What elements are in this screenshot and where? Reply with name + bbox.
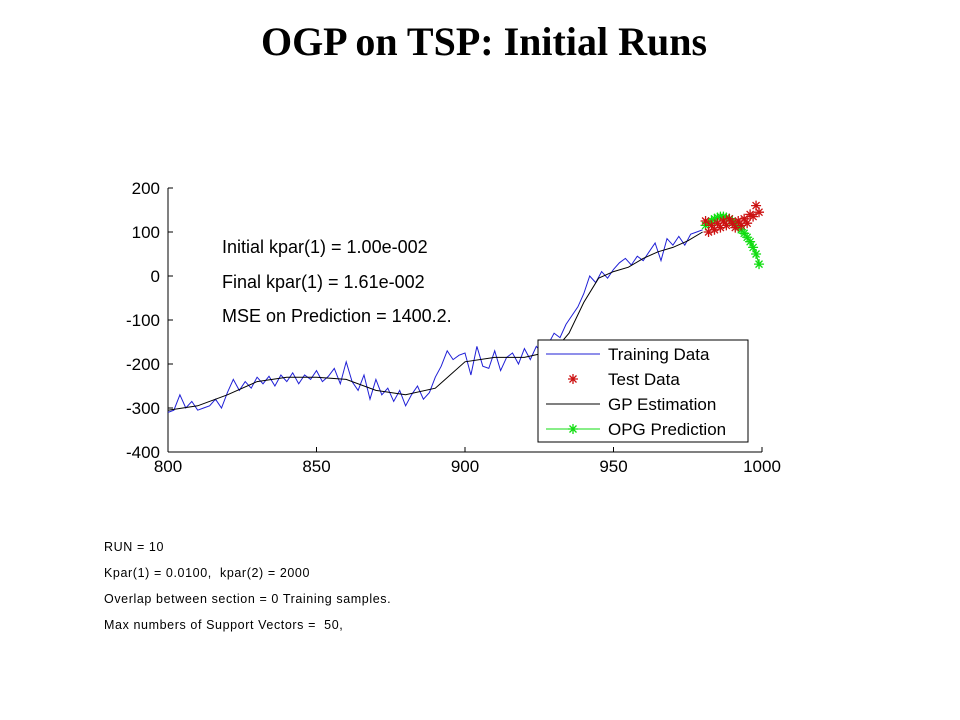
test-data-point: [724, 213, 735, 224]
test-data-point: [739, 213, 750, 224]
test-data-point: [718, 216, 729, 226]
opg-prediction-point: [745, 236, 756, 247]
y-tick-label: -100: [126, 311, 160, 330]
opg-prediction-point: [742, 232, 753, 243]
x-tick-label: 950: [599, 457, 627, 476]
legend-marker-opg-prediction: [568, 424, 578, 434]
note-overlap: Overlap between section = 0 Training sam…: [104, 592, 392, 606]
training-data-line: [167, 229, 703, 413]
legend-label-opg-prediction: OPG Prediction: [608, 420, 726, 439]
series-training-data: [167, 229, 703, 413]
y-tick-label: -200: [126, 355, 160, 374]
y-tick-label: 0: [151, 267, 160, 286]
y-tick-label: -400: [126, 443, 160, 462]
series-test-data: [700, 200, 765, 237]
test-data-point: [748, 211, 759, 222]
x-tick-label: 800: [154, 457, 182, 476]
test-data-point: [727, 218, 738, 229]
opg-prediction-point: [709, 213, 720, 224]
test-data-point: [700, 216, 711, 226]
annotation-3: MSE on Prediction = 1400.2.: [222, 306, 452, 326]
annotation-1: Initial kpar(1) = 1.00e-002: [222, 237, 428, 257]
series-gp-estimation: [167, 231, 703, 411]
legend-label-gp-estimation: GP Estimation: [608, 395, 716, 414]
x-tick-label: 850: [302, 457, 330, 476]
slide-title: OGP on TSP: Initial Runs: [260, 19, 708, 64]
note-run: RUN = 10: [104, 540, 165, 554]
test-data-point: [736, 220, 747, 231]
test-data-point: [730, 222, 741, 233]
note-kpar: Kpar(1) = 0.0100, kpar(2) = 2000: [104, 566, 311, 580]
chart-legend: Training Data Test Data GP Estimation OPG P…: [537, 339, 749, 443]
y-tick-label: -300: [126, 399, 160, 418]
test-data-point: [721, 220, 732, 231]
legend-label-test-data: Test Data: [608, 370, 680, 389]
x-tick-label: 1000: [743, 457, 781, 476]
test-data-point: [709, 224, 720, 235]
opg-prediction-point: [739, 228, 750, 239]
test-data-point: [733, 216, 744, 226]
legend-marker-test-data: [568, 374, 578, 384]
annotation-2: Final kpar(1) = 1.61e-002: [222, 272, 425, 292]
test-data-point: [754, 207, 765, 218]
opg-prediction-point: [712, 212, 723, 223]
y-tick-label: 100: [132, 223, 160, 242]
test-data-point: [715, 222, 726, 233]
gp-estimation-line: [167, 231, 703, 411]
chart-series: [167, 200, 765, 413]
run-notes: RUN = 10 Kpar(1) = 0.0100, kpar(2) = 200…: [104, 534, 391, 638]
y-tick-label: 200: [132, 179, 160, 198]
legend-label-training-data: Training Data: [608, 345, 710, 364]
opg-prediction-point: [748, 242, 759, 253]
note-support-vectors: Max numbers of Support Vectors = 50,: [104, 618, 344, 632]
test-data-point: [751, 200, 762, 211]
test-data-point: [742, 218, 753, 229]
x-tick-label: 900: [451, 457, 479, 476]
chart-annotations: Initial kpar(1) = 1.00e-002 Final kpar(1)…: [222, 237, 452, 326]
test-data-point: [706, 220, 717, 231]
opg-prediction-point: [751, 249, 762, 259]
opg-prediction-point: [754, 259, 765, 270]
chart-ticks: 800 850 900 950 1000 -400 -300 -200 -100 0 100 200: [126, 179, 781, 476]
test-data-point: [712, 218, 723, 229]
test-data-point: [703, 227, 714, 237]
